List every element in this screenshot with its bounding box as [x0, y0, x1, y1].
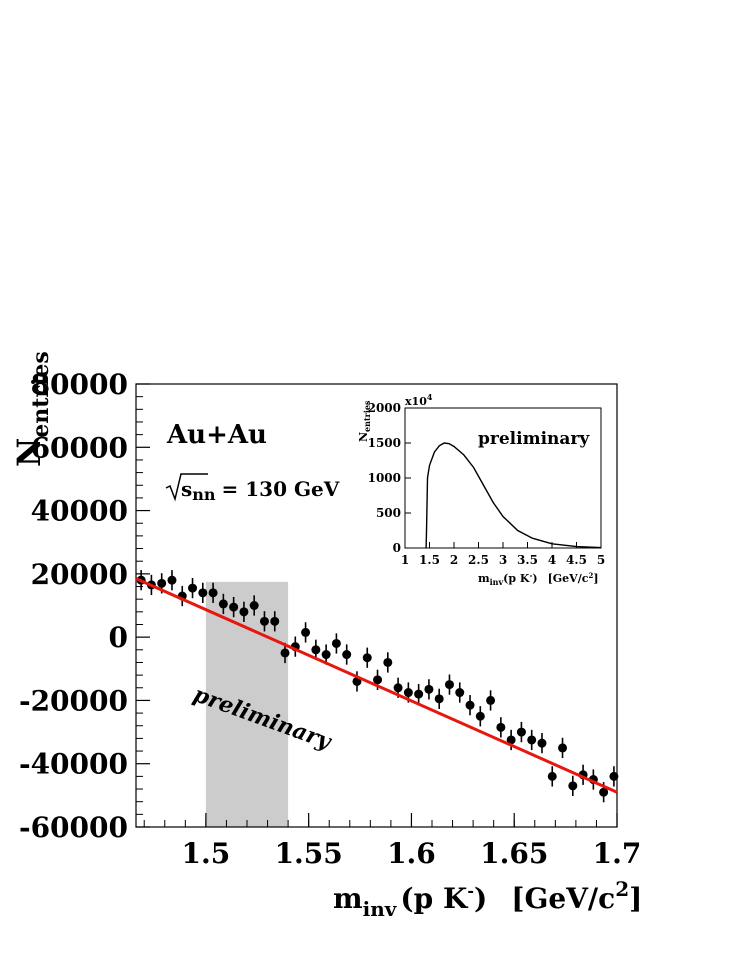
inset-plot-frame [404, 407, 602, 549]
data-point [373, 675, 383, 685]
data-point [208, 588, 218, 598]
inset-x-tick-label: 3 [499, 553, 507, 567]
data-point [568, 781, 578, 791]
inset-y-axis-label: Nentries [357, 400, 372, 442]
data-point [475, 711, 485, 721]
data-point [383, 657, 393, 667]
y-tick-label: 60000 [31, 431, 128, 464]
inset-x-tick-label: 1 [401, 553, 409, 567]
data-point [558, 743, 568, 753]
inset-plot: 0 500 1000 1500 2000 1 1.5 2 2.5 3 3.5 4 4.5 5 x104 N… [357, 392, 605, 587]
data-point [609, 771, 619, 781]
data-point [527, 735, 537, 745]
inset-y-tick-label: 1000 [368, 471, 401, 485]
x-tick-label: 1.55 [275, 837, 343, 870]
x-tick-label: 1.7 [593, 837, 642, 870]
data-point [486, 695, 496, 705]
data-point [403, 688, 413, 698]
y-tick-label: 0 [109, 621, 128, 654]
data-point [280, 648, 290, 658]
data-point [599, 787, 609, 797]
y-tick-label: -60000 [19, 811, 128, 844]
data-point [496, 722, 506, 732]
data-point [362, 653, 372, 663]
main-plot: -60000-40000-200000200004000060000800001… [10, 351, 642, 921]
data-point [393, 683, 403, 693]
data-point [229, 602, 239, 612]
inset-x-tick-label: 4 [548, 553, 556, 567]
data-point [167, 575, 177, 585]
svg-text:snn= 130 GeV: snn = 130 GeV [181, 477, 340, 504]
inset-x-tick-label: 2 [450, 553, 458, 567]
x-tick-label: 1.6 [387, 837, 436, 870]
inset-x-tick-label: 4.5 [566, 553, 587, 567]
data-point [434, 694, 444, 704]
inset-y-tick-label: 500 [376, 506, 401, 520]
inset-x-tick-label: 3.5 [517, 553, 538, 567]
data-point [198, 588, 208, 598]
inset-scale-label: x104 [405, 392, 433, 408]
data-point [259, 616, 269, 626]
y-tick-label: 20000 [31, 558, 128, 591]
data-point [321, 650, 331, 660]
data-point [218, 599, 228, 609]
data-point [506, 735, 516, 745]
inset-x-tick-label: 1.5 [419, 553, 440, 567]
x-tick-label: 1.65 [480, 837, 548, 870]
inset-x-tick-label: 5 [597, 553, 605, 567]
data-point [331, 638, 341, 648]
x-axis-label: minv (p K-) [GeV/c2] [333, 877, 642, 921]
data-point [301, 627, 311, 637]
inset-axis-ticks: 0 500 1000 1500 2000 1 1.5 2 2.5 3 3.5 4 4.5 5 [368, 401, 606, 567]
inset-preliminary-label: preliminary [478, 429, 590, 449]
main-axis-ticks: -60000-40000-200000200004000060000800001… [19, 368, 641, 870]
inset-y-tick-label: 0 [393, 541, 401, 555]
data-point [444, 680, 454, 690]
data-point [239, 607, 249, 617]
data-point [342, 650, 352, 660]
inset-y-tick-label: 2000 [368, 401, 401, 415]
main-plot-frame [135, 383, 618, 828]
data-point [188, 583, 198, 593]
data-point [414, 689, 424, 699]
y-tick-label: 80000 [31, 368, 128, 401]
data-point [270, 616, 280, 626]
data-point [465, 700, 475, 710]
sqrt-icon [165, 473, 208, 502]
inset-x-axis-label: minv(p K-) [GeV/c2] [478, 571, 599, 587]
y-tick-label: -40000 [19, 748, 128, 781]
energy-label: snn = 130 GeV [165, 473, 340, 504]
y-axis-label: Nentries [10, 351, 54, 467]
inset-x-tick-label: 2.5 [468, 553, 489, 567]
data-point [311, 645, 321, 655]
fit-line [135, 577, 618, 794]
system-label: Au+Au [166, 420, 267, 450]
data-point [424, 684, 434, 694]
data-point [516, 727, 526, 737]
data-point [157, 578, 167, 588]
y-tick-label: 40000 [31, 495, 128, 528]
data-point [455, 688, 465, 698]
data-point [547, 771, 557, 781]
inset-curve [425, 442, 602, 549]
y-tick-label: -20000 [19, 684, 128, 717]
data-point [537, 738, 547, 748]
data-point [249, 601, 259, 610]
inset-y-tick-label: 1500 [368, 436, 401, 450]
x-tick-label: 1.5 [182, 837, 231, 870]
